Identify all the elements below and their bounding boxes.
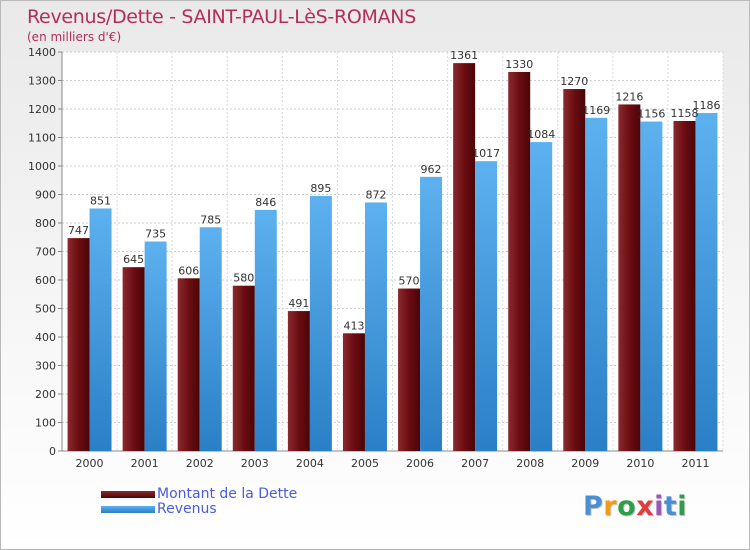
bar-dette (453, 63, 476, 452)
data-label: 872 (365, 188, 386, 201)
bar-dette (398, 288, 421, 451)
y-tick-label: 1300 (28, 75, 56, 88)
bar-dette (67, 238, 90, 451)
data-label: 580 (233, 272, 254, 285)
y-tick-label: 1000 (28, 160, 56, 173)
y-tick-label: 1400 (28, 46, 56, 59)
data-label: 1158 (670, 107, 698, 120)
x-tick-label: 2009 (571, 457, 599, 470)
y-tick-label: 600 (35, 274, 56, 287)
bar-revenus (309, 195, 332, 451)
data-label: 1169 (582, 104, 610, 117)
data-label: 606 (178, 264, 199, 277)
y-tick-label: 300 (35, 360, 56, 373)
bar-revenus (585, 117, 608, 452)
y-tick-label: 100 (35, 417, 56, 430)
logo-letter: i (677, 491, 688, 522)
legend-swatch-revenus (101, 506, 155, 513)
data-label: 1186 (692, 99, 720, 112)
bar-revenus (640, 121, 663, 451)
bar-revenus (695, 112, 718, 452)
bar-revenus (530, 142, 553, 451)
legend-label-revenus: Revenus (157, 501, 217, 517)
data-label: 747 (68, 224, 89, 237)
proxiti-logo: Proxiti (583, 491, 687, 522)
bar-revenus (254, 209, 277, 451)
bar-dette (342, 333, 365, 451)
bar-dette (618, 104, 641, 451)
bar-revenus (420, 176, 443, 451)
y-tick-label: 900 (35, 189, 56, 202)
data-label: 785 (200, 213, 221, 226)
data-label: 570 (399, 275, 420, 288)
data-label: 895 (310, 182, 331, 195)
data-label: 1216 (615, 90, 643, 103)
bar-dette (232, 285, 255, 451)
bar-dette (508, 71, 531, 451)
bar-revenus (199, 227, 222, 451)
data-label: 846 (255, 196, 276, 209)
data-label: 1084 (527, 128, 555, 141)
data-label: 491 (288, 297, 309, 310)
data-label: 962 (421, 163, 442, 176)
x-tick-label: 2008 (516, 457, 544, 470)
bar-dette (122, 267, 145, 451)
data-label: 645 (123, 253, 144, 266)
y-tick-label: 200 (35, 388, 56, 401)
x-tick-label: 2004 (296, 457, 324, 470)
logo-letter: x (636, 491, 655, 522)
y-tick-label: 1100 (28, 132, 56, 145)
data-label: 851 (90, 194, 111, 207)
x-tick-label: 2007 (461, 457, 489, 470)
bar-dette (563, 89, 586, 452)
bar-revenus (475, 161, 498, 451)
y-tick-label: 0 (49, 445, 56, 458)
data-label: 413 (343, 319, 364, 332)
bar-dette (673, 120, 696, 451)
y-tick-label: 700 (35, 246, 56, 259)
x-tick-label: 2006 (406, 457, 434, 470)
data-label: 1361 (450, 49, 478, 62)
x-tick-label: 2000 (76, 457, 104, 470)
y-tick-label: 1200 (28, 103, 56, 116)
x-tick-label: 2002 (186, 457, 214, 470)
legend-label-dette: Montant de la Dette (157, 486, 298, 502)
chart-subtitle: (en milliers d'€) (27, 30, 122, 44)
x-tick-label: 2011 (681, 457, 709, 470)
logo-letter: i (654, 491, 664, 522)
x-tick-label: 2001 (131, 457, 159, 470)
chart-title: Revenus/Dette - SAINT-PAUL-LèS-ROMANS (27, 6, 416, 28)
logo-letter: r (603, 491, 618, 522)
logo-letter: t (663, 491, 678, 522)
bar-revenus (144, 241, 167, 451)
data-label: 1270 (560, 75, 588, 88)
data-label: 735 (145, 228, 166, 241)
x-tick-label: 2010 (626, 457, 654, 470)
bar-revenus (364, 202, 387, 451)
x-tick-label: 2003 (241, 457, 269, 470)
bar-dette (177, 278, 200, 451)
y-tick-label: 400 (35, 331, 56, 344)
y-tick-label: 500 (35, 303, 56, 316)
y-tick-label: 800 (35, 217, 56, 230)
logo-letter: P (583, 491, 604, 522)
bar-revenus (89, 208, 112, 451)
x-tick-label: 2005 (351, 457, 379, 470)
logo-letter: o (617, 491, 637, 522)
bar-dette (287, 311, 310, 451)
data-label: 1017 (472, 147, 500, 160)
data-label: 1330 (505, 58, 533, 71)
data-label: 1156 (637, 108, 665, 121)
legend-swatch-dette (101, 491, 155, 498)
